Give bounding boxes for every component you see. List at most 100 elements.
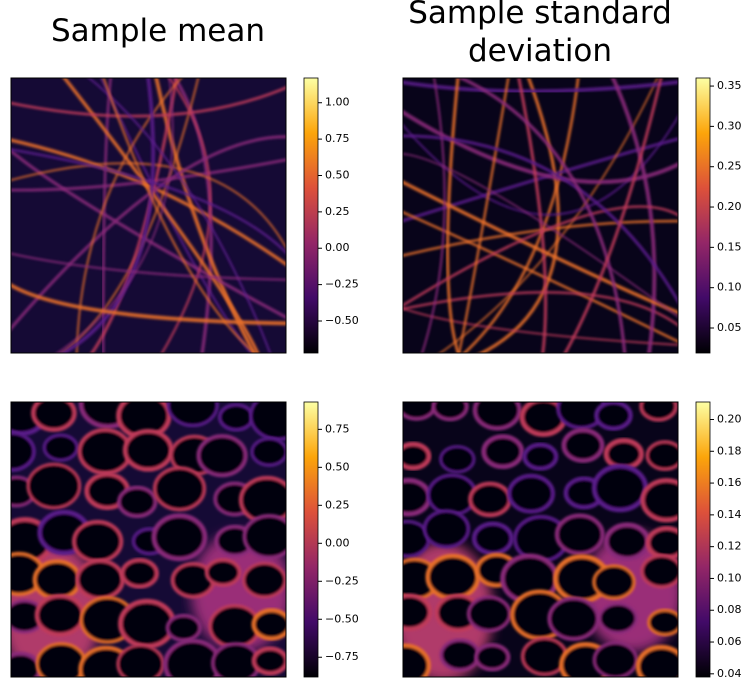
cell-wall bbox=[11, 431, 36, 472]
image-content bbox=[11, 78, 286, 353]
cell-wall bbox=[591, 463, 649, 513]
cell-wall bbox=[640, 478, 678, 523]
cell-wall bbox=[11, 651, 42, 677]
colorbar-tick-label: 0.75 bbox=[325, 422, 350, 435]
cell-wall bbox=[466, 595, 512, 633]
cell-wall bbox=[594, 402, 633, 431]
colorbar-tick-label: 0.25 bbox=[325, 498, 350, 511]
filament bbox=[403, 137, 678, 223]
cell-wall bbox=[120, 558, 159, 589]
image-content bbox=[11, 402, 286, 677]
colorbar-tick-label: −0.25 bbox=[325, 574, 359, 587]
cell-wall bbox=[603, 437, 644, 471]
cell-wall bbox=[425, 553, 480, 601]
cell-wall bbox=[251, 646, 286, 676]
colorbar-tick-label: −0.75 bbox=[325, 650, 359, 663]
cell-wall bbox=[403, 519, 431, 558]
colorbar-tick-label: 0.16 bbox=[717, 476, 742, 489]
cell-wall bbox=[31, 402, 77, 432]
cell-wall bbox=[249, 402, 286, 441]
image-frame bbox=[10, 77, 287, 354]
cell-wall bbox=[403, 477, 432, 517]
cell-wall bbox=[196, 434, 248, 478]
filament bbox=[62, 78, 260, 353]
filament bbox=[457, 78, 627, 353]
cell-wall bbox=[561, 427, 605, 463]
cell-wall bbox=[592, 564, 636, 600]
colorbar-tick-label: −0.50 bbox=[325, 314, 359, 327]
colorbar-tick-label: 0.20 bbox=[717, 412, 742, 425]
filament bbox=[154, 78, 257, 353]
cell-wall bbox=[554, 513, 605, 556]
cell-wall bbox=[403, 593, 433, 632]
cell-wall bbox=[75, 558, 125, 601]
filament bbox=[403, 115, 678, 216]
filament bbox=[173, 78, 213, 353]
filament bbox=[446, 78, 460, 353]
colorbar bbox=[303, 77, 319, 354]
filament bbox=[11, 282, 286, 326]
colorbar-tick-label: 0.05 bbox=[717, 321, 742, 334]
image-content bbox=[403, 78, 678, 353]
filament bbox=[457, 78, 510, 353]
panel-title: Sample standard deviation bbox=[408, 0, 672, 69]
filament bbox=[75, 78, 183, 353]
colorbar-tick-label: 0.04 bbox=[717, 667, 742, 680]
colorbar-tick-label: 0.75 bbox=[325, 132, 350, 145]
filament bbox=[11, 252, 286, 281]
cell-wall bbox=[34, 593, 86, 637]
cell-wall bbox=[645, 525, 678, 561]
cell-wall bbox=[403, 441, 432, 471]
filament bbox=[403, 134, 678, 305]
filament bbox=[478, 78, 560, 353]
image-frame bbox=[402, 401, 679, 678]
cell-wall bbox=[635, 644, 678, 677]
filament bbox=[403, 307, 678, 346]
filament bbox=[517, 78, 548, 353]
filament bbox=[60, 78, 200, 353]
filament bbox=[56, 78, 174, 353]
colorbar-tick-label: 0.25 bbox=[325, 205, 350, 218]
cell-wall bbox=[71, 519, 124, 564]
cell-wall bbox=[507, 473, 555, 514]
filament bbox=[87, 78, 272, 353]
cell-wall bbox=[647, 608, 678, 637]
colorbar-tick-label: 0.10 bbox=[717, 571, 742, 584]
cell-wall bbox=[481, 434, 525, 470]
cell-wall bbox=[645, 440, 678, 471]
filament bbox=[11, 158, 286, 192]
colorbar-tick-label: 0.50 bbox=[325, 168, 350, 181]
cell-wall bbox=[592, 641, 639, 677]
filament bbox=[403, 153, 678, 318]
filament bbox=[403, 180, 678, 315]
cell-wall bbox=[26, 462, 82, 510]
filament bbox=[11, 86, 286, 118]
filament bbox=[563, 78, 663, 353]
filament bbox=[403, 291, 678, 327]
image-frame bbox=[10, 401, 287, 678]
cell-wall bbox=[422, 509, 471, 549]
colorbar-tick-label: 0.14 bbox=[717, 508, 742, 521]
colorbar-tick-label: 1.00 bbox=[325, 96, 350, 109]
cell-wall bbox=[122, 428, 174, 472]
cell-wall bbox=[42, 433, 79, 462]
colorbar-tick-label: −0.50 bbox=[325, 612, 359, 625]
filament bbox=[90, 78, 178, 353]
cell-wall bbox=[598, 602, 638, 635]
colorbar-tick-label: 0.12 bbox=[717, 540, 742, 553]
cell-wall bbox=[522, 442, 559, 471]
cell-wall bbox=[439, 445, 476, 474]
image-frame bbox=[402, 77, 679, 354]
cell-wall bbox=[439, 638, 481, 672]
cell-wall bbox=[471, 521, 514, 556]
colorbar-tick-label: 0.20 bbox=[717, 200, 742, 213]
cell-wall bbox=[250, 437, 286, 467]
panel-title: Sample mean bbox=[50, 13, 265, 49]
cell-wall bbox=[639, 402, 678, 422]
colorbar-tick-label: 0.35 bbox=[717, 79, 742, 92]
colorbar-tick-label: 0.06 bbox=[717, 635, 742, 648]
cell-wall bbox=[166, 402, 219, 428]
cell-wall bbox=[165, 613, 202, 642]
colorbar-tick-label: 0.00 bbox=[325, 536, 350, 549]
